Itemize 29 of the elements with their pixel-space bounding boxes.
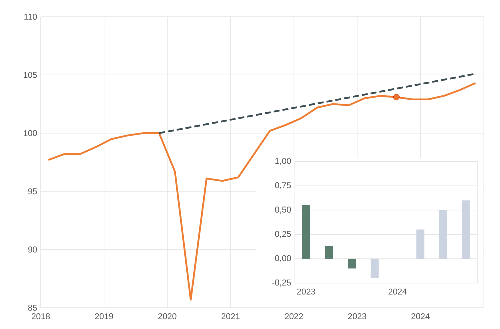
line-series [48, 82, 477, 301]
y-tick-label: 0,50 [275, 206, 292, 214]
bar [302, 205, 310, 259]
y-tick-label: -0,25 [272, 280, 292, 287]
x-tick-label: 2021 [222, 314, 240, 320]
x-tick-label: 2023 [348, 314, 366, 320]
x-tick-label: 2020 [158, 314, 177, 320]
bar [325, 246, 334, 259]
bar [462, 200, 470, 259]
bar [348, 258, 356, 269]
y-tick-label: 0,25 [275, 231, 292, 238]
y-tick-label: 95 [28, 188, 38, 195]
y-tick-label: 110 [24, 14, 38, 20]
x-tick-label: 2019 [95, 314, 114, 320]
x-tick-label: 2023 [297, 288, 316, 295]
x-tick-label: 2024 [412, 314, 430, 320]
y-tick-label: 0,75 [275, 182, 292, 190]
y-tick-label: 85 [28, 305, 38, 311]
y-tick-label: 105 [24, 72, 38, 78]
x-tick-label: 2018 [32, 314, 50, 320]
x-tick-label: 2022 [285, 314, 304, 320]
bar [439, 210, 448, 259]
y-tick-label: 90 [28, 246, 38, 253]
y-tick-label: 0,00 [275, 255, 292, 262]
y-tick-label: 1,00 [276, 158, 292, 166]
x-tick-label: 2024 [388, 288, 407, 295]
bar [370, 258, 379, 278]
y-tick-label: 100 [24, 130, 38, 136]
bar [416, 230, 425, 259]
